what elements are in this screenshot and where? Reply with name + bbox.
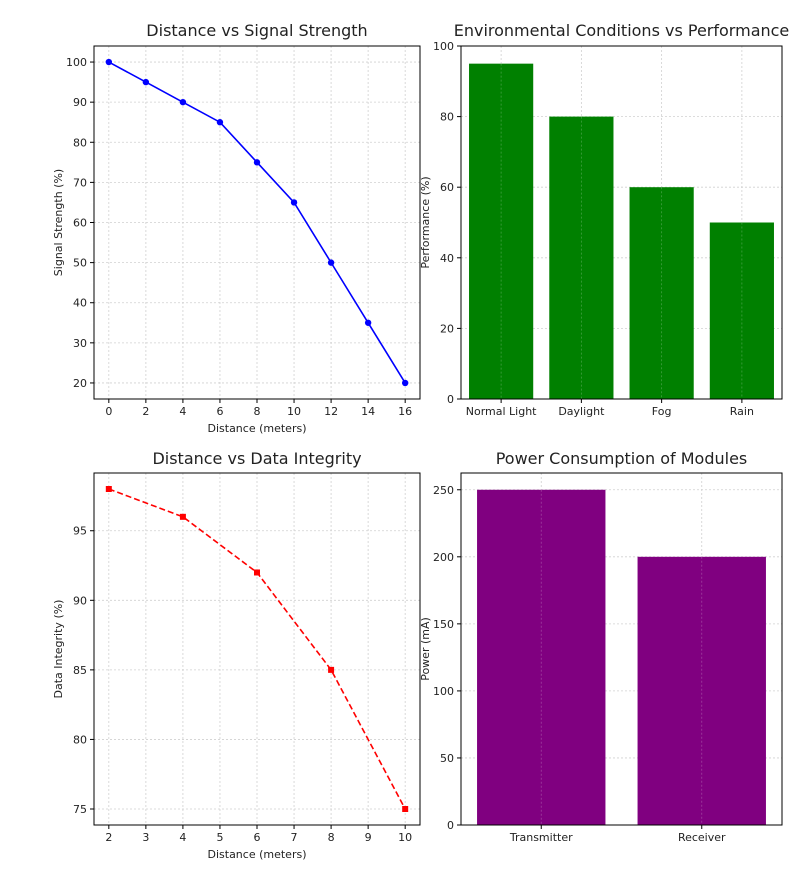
x-tick-label: Rain: [730, 405, 754, 418]
data-point: [216, 119, 224, 126]
y-tick-label: 150: [433, 618, 454, 631]
y-tick-label: 85: [73, 664, 87, 677]
y-tick-label: 75: [73, 803, 87, 816]
y-axis-label: Performance (%): [419, 176, 432, 268]
chart-1: Distance vs Signal Strength2030405060708…: [52, 21, 421, 435]
y-axis-label: Power (mA): [419, 617, 432, 681]
data-point: [179, 98, 187, 106]
y-tick-label: 70: [73, 176, 87, 189]
y-tick-label: 50: [73, 257, 87, 270]
chart-title: Distance vs Data Integrity: [152, 449, 361, 468]
x-tick-label: 16: [398, 405, 412, 418]
y-tick-label: 40: [440, 252, 454, 265]
data-point: [328, 666, 335, 673]
data-point: [402, 806, 409, 812]
y-tick-label: 60: [440, 181, 454, 194]
y-tick-label: 80: [440, 111, 454, 124]
y-tick-label: 100: [66, 56, 87, 69]
x-tick-label: 10: [287, 405, 301, 418]
x-tick-label: 10: [398, 831, 412, 844]
plot-frame: [93, 472, 421, 826]
y-tick-label: 20: [440, 322, 454, 335]
x-tick-label: 9: [365, 831, 372, 844]
y-tick-label: 100: [433, 685, 454, 698]
y-tick-label: 0: [447, 819, 454, 832]
y-tick-label: 80: [73, 733, 87, 746]
plot-frame: [460, 472, 783, 826]
x-tick-label: 2: [142, 405, 149, 418]
bar: [549, 116, 614, 399]
bar: [629, 187, 694, 399]
x-axis-label: Distance (meters): [208, 848, 307, 861]
chart-4: Power Consumption of Modules 0 50 100 150 200…: [419, 449, 783, 844]
chart-title: Distance vs Signal Strength: [146, 21, 367, 40]
data-point: [105, 58, 113, 66]
bar: [637, 556, 766, 825]
bar: [477, 489, 606, 825]
bar: [709, 222, 774, 399]
x-tick-label: 5: [216, 831, 223, 844]
chart-2: Environmental Conditions vs Performance 0…: [419, 21, 789, 418]
data-point: [105, 486, 112, 492]
y-tick-label: 90: [73, 96, 87, 109]
chart-title: Environmental Conditions vs Performance: [454, 21, 790, 40]
plot-frame: [93, 45, 421, 400]
x-tick-label: 14: [361, 405, 375, 418]
y-tick-label: 60: [73, 217, 87, 230]
x-axis-label: Distance (meters): [208, 422, 307, 435]
y-axis-label: Signal Strength (%): [52, 169, 65, 276]
y-tick-label: 250: [433, 484, 454, 497]
y-tick-label: 20: [73, 377, 87, 390]
x-tick-label: 7: [291, 831, 298, 844]
x-tick-label: 8: [328, 831, 335, 844]
x-tick-label: Receiver: [678, 831, 726, 844]
x-tick-label: 2: [105, 831, 112, 844]
bar: [469, 63, 534, 400]
x-tick-label: Transmitter: [509, 831, 573, 844]
chart-3: Distance vs Data Integrity7580859095Data…: [52, 449, 421, 861]
chart-title: Power Consumption of Modules: [496, 449, 748, 468]
y-tick-label: 40: [73, 297, 87, 310]
x-tick-label: 3: [142, 831, 149, 844]
x-tick-label: Normal Light: [466, 405, 537, 418]
x-tick-label: Fog: [652, 405, 672, 418]
x-tick-label: 6: [216, 405, 223, 418]
y-tick-label: 80: [73, 136, 87, 149]
x-tick-label: 12: [324, 405, 338, 418]
x-tick-label: 4: [179, 405, 186, 418]
data-point: [401, 379, 409, 387]
y-tick-label: 90: [73, 594, 87, 607]
y-tick-label: 95: [73, 525, 87, 538]
data-point: [142, 78, 150, 86]
x-tick-label: Daylight: [558, 405, 605, 418]
y-tick-label: 30: [73, 337, 87, 350]
plot-frame: [460, 45, 783, 400]
y-axis-label: Data Integrity (%): [52, 600, 65, 699]
data-point: [179, 513, 186, 520]
y-tick-label: 0: [447, 393, 454, 406]
x-tick-label: 8: [254, 405, 261, 418]
y-tick-label: 50: [440, 752, 454, 765]
y-tick-label: 200: [433, 551, 454, 564]
data-point: [364, 319, 372, 326]
data-point: [254, 569, 260, 576]
x-tick-label: 4: [179, 831, 186, 844]
data-point: [253, 159, 261, 166]
data-point: [290, 199, 298, 206]
y-tick-label: 100: [433, 40, 454, 53]
x-tick-label: 6: [254, 831, 261, 844]
x-tick-label: 0: [105, 405, 112, 418]
data-point: [327, 259, 335, 266]
